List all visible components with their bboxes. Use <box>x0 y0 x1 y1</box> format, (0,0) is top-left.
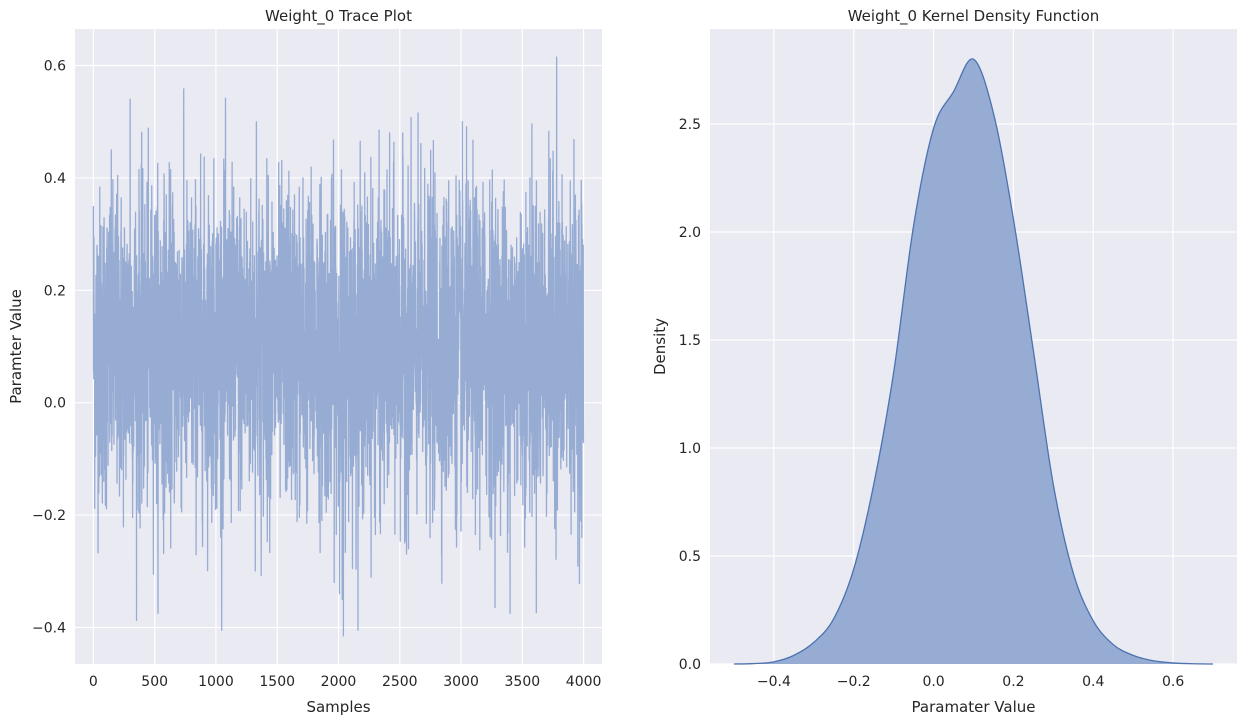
y-tick-label: 1.5 <box>679 333 701 349</box>
y-tick-label: 0.4 <box>44 171 66 187</box>
x-tick-label: 0.0 <box>922 674 944 690</box>
density-plot-series <box>733 58 1214 665</box>
density-area-fill <box>733 58 1214 664</box>
x-tick-label: 4000 <box>566 674 602 690</box>
x-tick-label: −0.2 <box>837 674 871 690</box>
x-tick-label: 2000 <box>321 674 357 690</box>
density-plot-x-axis-label: Paramater Value <box>912 698 1036 716</box>
y-tick-label: 1.0 <box>679 441 701 457</box>
x-tick-label: 0.2 <box>1002 674 1024 690</box>
density-plot-x-ticks: −0.4 −0.2 0.0 0.2 0.4 0.6 <box>757 674 1184 690</box>
trace-plot-title: Weight_0 Trace Plot <box>265 7 412 26</box>
trace-plot-y-ticks: −0.4 −0.2 0.0 0.2 0.4 0.6 <box>32 59 66 637</box>
x-tick-label: 2500 <box>382 674 418 690</box>
x-tick-label: 0 <box>89 674 98 690</box>
y-tick-label: 0.0 <box>44 396 66 412</box>
density-curve-line <box>733 58 1214 665</box>
x-tick-label: 500 <box>141 674 168 690</box>
x-tick-label: 3500 <box>505 674 541 690</box>
x-tick-label: 3000 <box>443 674 479 690</box>
y-tick-label: 0.6 <box>44 59 66 75</box>
density-plot-y-axis-label: Density <box>651 318 669 375</box>
x-tick-label: 0.6 <box>1162 674 1184 690</box>
x-tick-label: −0.4 <box>757 674 791 690</box>
y-tick-label: 0.5 <box>679 549 701 565</box>
x-tick-label: 1000 <box>198 674 234 690</box>
y-tick-label: −0.4 <box>32 620 66 636</box>
y-tick-label: 0.0 <box>679 657 701 673</box>
y-tick-label: −0.2 <box>32 508 66 524</box>
density-plot-y-ticks: 0.0 0.5 1.0 1.5 2.0 2.5 <box>679 117 701 673</box>
trace-plot-panel: 0 500 1000 1500 2000 2500 3000 3500 4000 −0.4−0.… <box>7 7 602 716</box>
trace-series-line <box>92 56 585 637</box>
trace-plot-series <box>92 56 585 637</box>
x-tick-label: 1500 <box>259 674 295 690</box>
x-tick-label: 0.4 <box>1082 674 1104 690</box>
y-tick-label: 2.0 <box>679 225 701 241</box>
trace-plot-y-axis-label: Paramter Value <box>7 289 25 404</box>
trace-plot-x-ticks: 0 500 1000 1500 2000 2500 3000 3500 4000 <box>89 674 602 690</box>
y-tick-label: 2.5 <box>679 117 701 133</box>
trace-plot-x-axis-label: Samples <box>306 698 370 716</box>
density-plot-title: Weight_0 Kernel Density Function <box>848 7 1100 26</box>
y-tick-label: 0.2 <box>44 283 66 299</box>
density-plot-panel: −0.4 −0.2 0.0 0.2 0.4 0.6 0.00.51.01.52.02.5 … <box>651 7 1237 716</box>
